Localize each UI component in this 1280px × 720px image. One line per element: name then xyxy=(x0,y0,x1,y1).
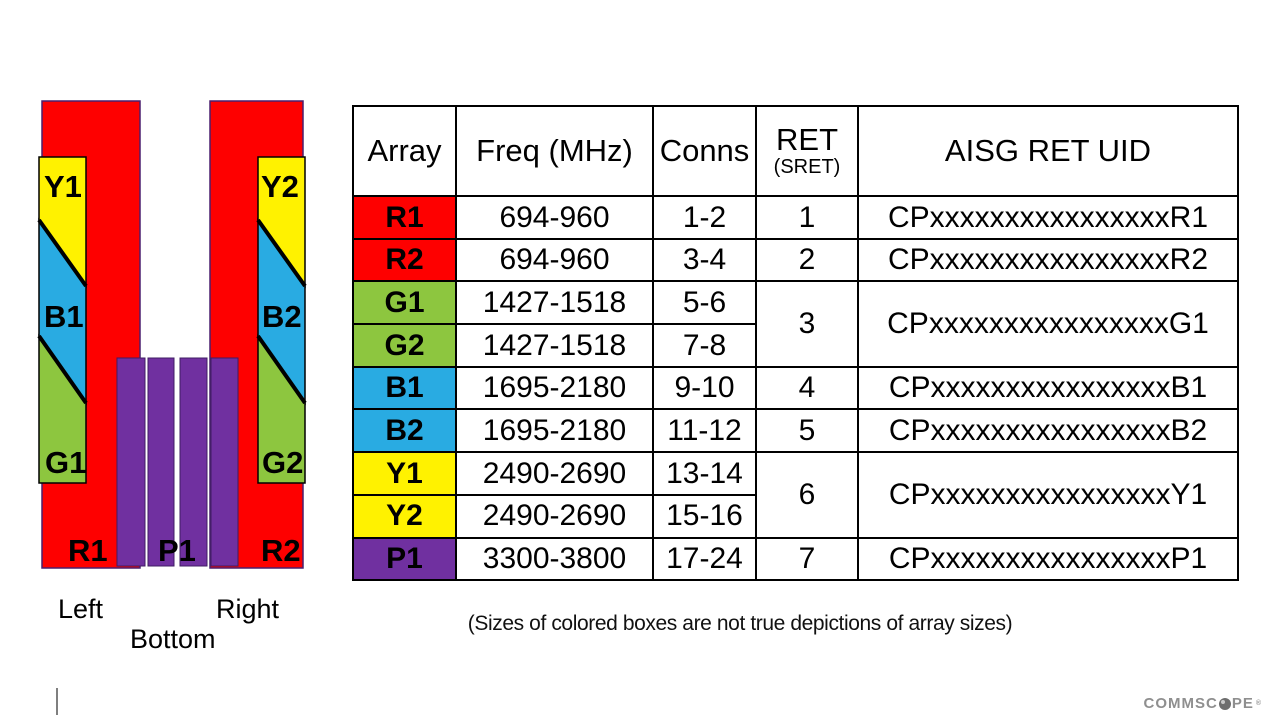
cell-uid: CPxxxxxxxxxxxxxxxxR2 xyxy=(857,237,1239,283)
label-b1: B1 xyxy=(44,299,84,334)
footer-divider-line xyxy=(56,688,58,715)
label-g2: G2 xyxy=(262,445,303,480)
cell-ret-y: 6 xyxy=(755,451,859,539)
table-row-y2: Y2 2490-2690 15-16 xyxy=(352,493,1238,539)
cell-uid: CPxxxxxxxxxxxxxxxxB2 xyxy=(857,408,1239,454)
label-g1: G1 xyxy=(45,445,86,480)
header-ret: RET (SRET) xyxy=(755,105,859,197)
cell-ret: 1 xyxy=(755,195,859,240)
footnote: (Sizes of colored boxes are not true dep… xyxy=(467,612,1013,635)
cell-freq: 2490-2690 xyxy=(455,493,654,539)
label-p1: P1 xyxy=(158,533,196,568)
cell-uid: CPxxxxxxxxxxxxxxxxR1 xyxy=(857,195,1239,240)
header-conns: Conns xyxy=(652,105,757,197)
cell-array-b1: B1 xyxy=(352,365,457,411)
table-row-g1: G1 1427-1518 5-6 3 CPxxxxxxxxxxxxxxxxG1 xyxy=(352,280,1239,368)
p1-bar-4 xyxy=(210,357,239,567)
cell-conns: 7-8 xyxy=(652,323,757,368)
cell-freq: 1695-2180 xyxy=(455,408,654,454)
p1-bar-2 xyxy=(147,357,175,567)
table-row-b1: B1 1695-2180 9-10 4 CPxxxxxxxxxxxxxxxxB1 xyxy=(352,365,1239,411)
table-row-r1: R1 694-960 1-2 1 CPxxxxxxxxxxxxxxxxR1 xyxy=(352,195,1239,240)
cell-conns: 15-16 xyxy=(652,493,757,539)
p1-bar-1 xyxy=(116,357,146,567)
cell-array-r1: R1 xyxy=(352,195,457,240)
b2-g2-divider xyxy=(256,334,307,405)
cell-freq: 1695-2180 xyxy=(455,365,654,411)
table-row-p1: P1 3300-3800 17-24 7 CPxxxxxxxxxxxxxxxxP… xyxy=(352,536,1239,582)
label-b2: B2 xyxy=(262,299,302,334)
label-r2: R2 xyxy=(261,533,301,568)
antenna-diagram: Y1 B1 G1 Y2 B2 G2 R1 P1 R2 Left Right Bo… xyxy=(37,100,307,654)
logo-text-right: PE xyxy=(1231,695,1254,712)
caption-bottom: Bottom xyxy=(130,624,216,654)
cell-ret: 2 xyxy=(755,237,859,283)
cell-conns: 9-10 xyxy=(652,365,757,411)
caption-right: Right xyxy=(216,594,280,624)
cell-array-b2: B2 xyxy=(352,408,457,454)
cell-freq: 2490-2690 xyxy=(455,451,654,496)
header-row: Array Freq (MHz) Conns RET (SRET) AISG R… xyxy=(352,105,1239,197)
table-row-g2: G2 1427-1518 7-8 xyxy=(352,323,1238,368)
cell-conns: 17-24 xyxy=(652,536,757,582)
cell-uid: CPxxxxxxxxxxxxxxxxB1 xyxy=(857,365,1239,411)
cell-ret: 7 xyxy=(755,536,859,582)
cell-freq: 1427-1518 xyxy=(455,323,654,368)
cell-uid-y: CPxxxxxxxxxxxxxxxxY1 xyxy=(857,451,1239,539)
y2-b2-divider xyxy=(256,218,307,288)
cell-conns: 5-6 xyxy=(652,280,757,326)
commscope-logo: COMMSC PE ® xyxy=(1143,695,1262,712)
cell-array-g1: G1 xyxy=(352,280,457,326)
cell-freq: 694-960 xyxy=(455,237,654,283)
logo-text-left: COMMSC xyxy=(1143,695,1218,712)
array-spec-table: Array Freq (MHz) Conns RET (SRET) AISG R… xyxy=(352,105,1239,582)
cell-array-g2: G2 xyxy=(352,323,457,368)
label-y2: Y2 xyxy=(261,169,299,204)
table-row-r2: R2 694-960 3-4 2 CPxxxxxxxxxxxxxxxxR2 xyxy=(352,237,1239,283)
header-array: Array xyxy=(352,105,457,197)
cell-array-p1: P1 xyxy=(352,536,457,582)
cell-conns: 11-12 xyxy=(652,408,757,454)
cell-conns: 3-4 xyxy=(652,237,757,283)
cell-uid: CPxxxxxxxxxxxxxxxxP1 xyxy=(857,536,1239,582)
cell-conns: 1-2 xyxy=(652,195,757,240)
header-uid: AISG RET UID xyxy=(857,105,1239,197)
header-ret-sub: (SRET) xyxy=(773,156,841,179)
globe-icon xyxy=(1218,697,1231,710)
cell-uid-g: CPxxxxxxxxxxxxxxxxG1 xyxy=(857,280,1239,368)
y1-b1-divider xyxy=(37,218,88,288)
label-y1: Y1 xyxy=(44,169,82,204)
cell-freq: 694-960 xyxy=(455,195,654,240)
cell-conns: 13-14 xyxy=(652,451,757,496)
cell-array-r2: R2 xyxy=(352,237,457,283)
cell-ret: 4 xyxy=(755,365,859,411)
table-row-y1: Y1 2490-2690 13-14 6 CPxxxxxxxxxxxxxxxxY… xyxy=(352,451,1239,539)
cell-freq: 1427-1518 xyxy=(455,280,654,326)
cell-array-y1: Y1 xyxy=(352,451,457,496)
table-row-b2: B2 1695-2180 11-12 5 CPxxxxxxxxxxxxxxxxB… xyxy=(352,408,1239,454)
caption-left: Left xyxy=(58,594,104,624)
b1-g1-divider xyxy=(37,334,88,405)
cell-ret-g: 3 xyxy=(755,280,859,368)
cell-array-y2: Y2 xyxy=(352,493,457,539)
logo-trademark: ® xyxy=(1255,700,1262,707)
cell-ret: 5 xyxy=(755,408,859,454)
label-r1: R1 xyxy=(68,533,108,568)
header-freq: Freq (MHz) xyxy=(455,105,654,197)
p1-bar-3 xyxy=(179,357,208,567)
header-ret-main: RET xyxy=(776,121,838,157)
cell-freq: 3300-3800 xyxy=(455,536,654,582)
